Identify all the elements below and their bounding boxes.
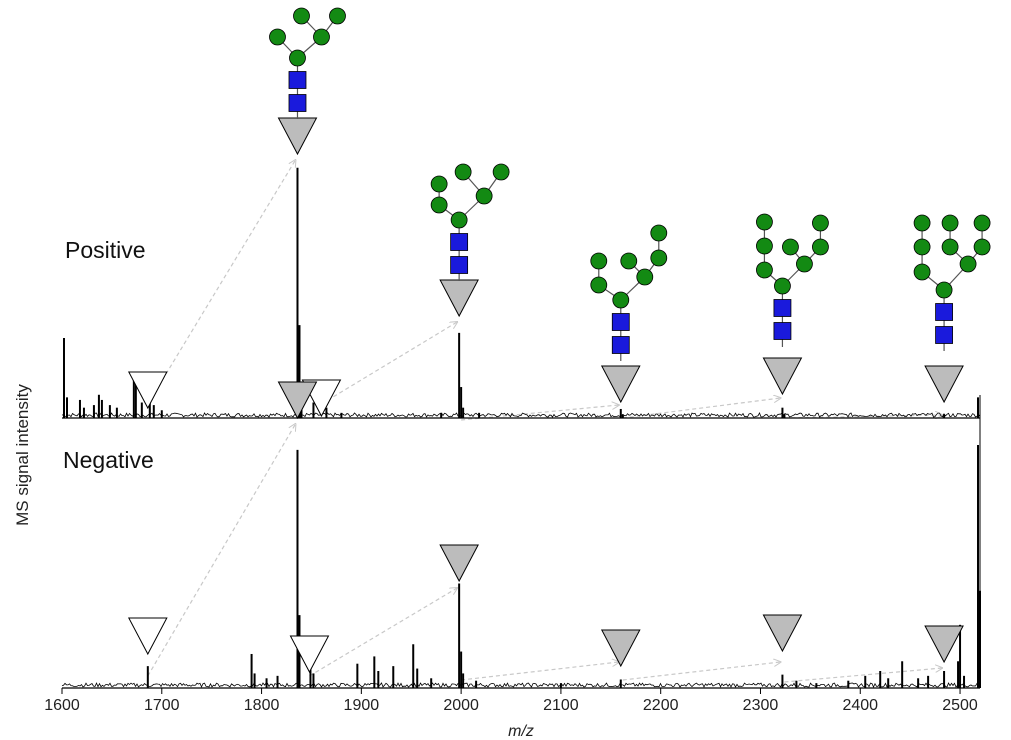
- mannose-circle-icon: [269, 28, 286, 46]
- mannose-circle-icon: [812, 238, 829, 256]
- baseline-noise: [61, 682, 981, 688]
- mannose-circle-icon: [650, 249, 668, 267]
- triangle-marker-filled: [277, 117, 318, 156]
- mannose-circle-icon: [293, 7, 310, 25]
- mannose-circle-icon: [430, 196, 448, 214]
- glycan-man6: [430, 163, 510, 281]
- mannose-circle-icon: [935, 281, 953, 299]
- mannose-circle-icon: [913, 238, 931, 256]
- mannose-circle-icon: [650, 224, 668, 242]
- x-tick-label: 2300: [743, 697, 779, 714]
- triangle-markers: [127, 117, 964, 674]
- connector-arrow: [461, 662, 619, 681]
- mannose-circle-icon: [782, 238, 799, 256]
- mannose-circle-icon: [590, 276, 608, 294]
- connector-arrow: [622, 662, 781, 681]
- triangle-marker-filled: [439, 279, 479, 318]
- connector-arrow: [784, 415, 942, 418]
- mannose-circle-icon: [454, 163, 472, 181]
- glcnac-square-icon: [773, 322, 792, 340]
- mannose-circle-icon: [913, 263, 931, 281]
- mannose-circle-icon: [973, 214, 991, 232]
- mannose-circle-icon: [612, 291, 630, 309]
- triangle-marker-filled: [600, 629, 641, 668]
- mannose-circle-icon: [796, 255, 813, 273]
- triangle-marker-filled: [277, 381, 318, 420]
- mannose-circle-icon: [941, 238, 959, 256]
- triangle-marker-filled: [924, 625, 964, 664]
- glcnac-square-icon: [288, 94, 307, 112]
- mannose-circle-icon: [774, 277, 791, 295]
- mannose-circle-icon: [430, 175, 448, 193]
- triangle-marker-open: [127, 371, 168, 410]
- x-tick-label: 2000: [443, 697, 479, 714]
- glcnac-square-icon: [611, 336, 630, 354]
- glcnac-square-icon: [288, 71, 307, 89]
- triangle-marker-open: [289, 635, 330, 674]
- x-tick-label: 1900: [344, 697, 380, 714]
- mannose-circle-icon: [492, 163, 510, 181]
- x-tick-label: 1800: [244, 697, 280, 714]
- mannose-circle-icon: [313, 28, 330, 46]
- glycan-man7: [590, 224, 668, 361]
- connector-arrow: [461, 405, 619, 421]
- x-axis-label: m/z: [508, 723, 534, 740]
- glcnac-square-icon: [450, 233, 469, 251]
- glcnac-square-icon: [935, 303, 953, 321]
- mannose-circle-icon: [913, 214, 931, 232]
- connector-arrow: [147, 160, 296, 405]
- x-tick-label: 1700: [144, 697, 180, 714]
- spectrum-traces: [61, 167, 981, 688]
- mannose-circle-icon: [973, 238, 991, 256]
- connector-arrows: [147, 160, 942, 683]
- x-tick-label: 2100: [543, 697, 579, 714]
- glycan-structures: [269, 7, 991, 361]
- mannose-circle-icon: [475, 187, 493, 205]
- triangle-marker-filled: [762, 357, 803, 396]
- glcnac-square-icon: [935, 326, 953, 344]
- mannose-circle-icon: [636, 268, 654, 286]
- triangle-marker-filled: [439, 544, 479, 583]
- panel-label-positive: Positive: [65, 237, 146, 263]
- connector-arrow: [309, 588, 457, 677]
- mannose-circle-icon: [289, 49, 306, 67]
- y-axis-label: MS signal intensity: [13, 384, 32, 526]
- mannose-circle-icon: [756, 213, 773, 231]
- mannose-circle-icon: [941, 214, 959, 232]
- mannose-circle-icon: [756, 237, 773, 255]
- mannose-circle-icon: [756, 261, 773, 279]
- mannose-circle-icon: [329, 7, 346, 25]
- panel-label-negative: Negative: [63, 447, 154, 473]
- glcnac-square-icon: [450, 256, 469, 274]
- x-tick-label: 2200: [643, 697, 679, 714]
- mannose-circle-icon: [590, 252, 608, 270]
- baseline-noise: [61, 412, 981, 418]
- mannose-circle-icon: [812, 214, 829, 232]
- mannose-circle-icon: [959, 255, 977, 273]
- glcnac-square-icon: [611, 313, 630, 331]
- glcnac-square-icon: [773, 299, 792, 317]
- x-axis-ticks: 1600 1700 1800 1900 2000 2100 2200 2300 2400 2500: [44, 688, 978, 714]
- glycan-man8: [756, 213, 829, 347]
- connector-arrow: [147, 424, 296, 677]
- x-tick-label: 2400: [842, 697, 878, 714]
- connector-arrow: [622, 398, 781, 419]
- triangle-marker-filled: [924, 365, 964, 404]
- x-tick-label: 2500: [942, 697, 978, 714]
- triangle-marker-filled: [762, 614, 803, 653]
- mannose-circle-icon: [450, 211, 468, 229]
- connector-arrow: [321, 322, 457, 405]
- glycan-man5: [269, 7, 346, 119]
- triangle-marker-open: [127, 617, 168, 656]
- triangle-marker-filled: [600, 365, 641, 404]
- mannose-circle-icon: [620, 252, 638, 270]
- x-tick-label: 1600: [44, 697, 80, 714]
- connector-arrow: [784, 668, 942, 683]
- glycan-man9: [913, 214, 991, 351]
